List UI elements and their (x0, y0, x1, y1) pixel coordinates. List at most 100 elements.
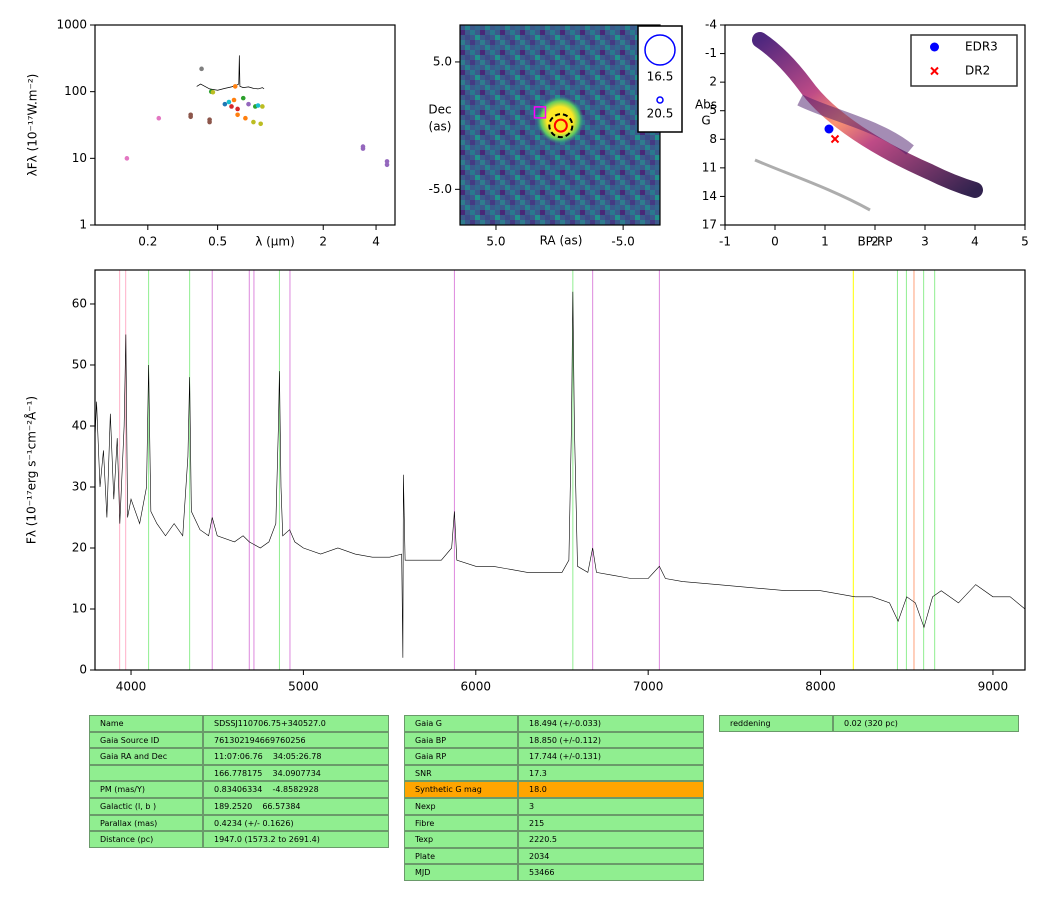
table-cell: Name (89, 715, 203, 732)
sed-point (222, 101, 228, 107)
sed-point (384, 162, 390, 168)
y-tick-label: -4 (705, 18, 717, 32)
legend-box (637, 25, 683, 133)
table-cell: 0.4234 (+/- 0.1626) (203, 814, 389, 832)
y-tick-label: 11 (702, 160, 717, 174)
table-row: Gaia RP 17.744 (+/-0.131) (404, 748, 704, 765)
x-tick-label: 4000 (116, 680, 147, 694)
legend-label: 16.5 (647, 70, 674, 84)
sed-point (384, 159, 390, 164)
sed-point (156, 115, 162, 121)
x-tick-label: 2 (871, 235, 879, 249)
legend-box (910, 34, 1018, 87)
plot-frame (94, 269, 1026, 671)
marker-square (533, 106, 547, 119)
table-cell: 1947.0 (1573.2 to 2691.4) (203, 831, 389, 848)
table-cell: 53466 (518, 864, 704, 881)
x-tick-label: -1 (719, 235, 731, 249)
x-tick-label: 7000 (633, 680, 664, 694)
marker-dashed-circle (548, 113, 574, 139)
sed-point (240, 95, 246, 101)
table-cell (89, 764, 203, 782)
y-tick-label: 17 (702, 218, 717, 232)
y-axis-label: Fλ (10⁻¹⁷erg s⁻¹cm⁻²Å⁻¹) (24, 396, 39, 544)
y-tick-label: 40 (72, 418, 87, 432)
table-cell: 18.494 (+/-0.033) (518, 715, 704, 732)
legend-label: EDR3 (965, 40, 998, 54)
legend-size-marker (656, 96, 664, 104)
table-cell: 17.744 (+/-0.131) (518, 748, 704, 765)
table-cell: 2220.5 (518, 831, 704, 848)
x-tick-label: 5000 (288, 680, 319, 694)
y-tick-label: 10 (72, 151, 87, 165)
table-row: Parallax (mas) 0.4234 (+/- 0.1626) (89, 814, 389, 832)
y-tick-label: 1 (79, 218, 87, 232)
sed-point (246, 101, 251, 107)
x-tick-label: 3 (921, 235, 929, 249)
table-row: Name SDSSJ110706.75+340527.0 (89, 715, 389, 732)
x-tick-label: 5 (1021, 235, 1029, 249)
table-row: Gaia Source ID 761302194669760256 (89, 731, 389, 749)
table-row: Gaia G 18.494 (+/-0.033) (404, 715, 704, 732)
y-tick-label: 1000 (56, 18, 87, 32)
table-cell: Gaia G (404, 715, 518, 732)
x-tick-label: 0 (771, 235, 779, 249)
legend-marker (930, 42, 939, 52)
info-table: Name SDSSJ110706.75+340527.0 Gaia Source I… (89, 715, 389, 848)
table-row: reddening 0.02 (320 pc) (719, 715, 1019, 732)
sed-point (226, 99, 232, 105)
y-tick-label: 5.0 (433, 54, 452, 68)
x-tick-label: 1 (821, 235, 829, 249)
table-cell: Plate (404, 847, 518, 865)
table-cell: SDSSJ110706.75+340527.0 (203, 715, 389, 732)
table-row: Nexp 3 (404, 797, 704, 815)
y-tick-label: 50 (72, 357, 87, 371)
y-axis-label: Abs (695, 98, 717, 112)
x-tick-label: 4 (372, 235, 380, 249)
table-cell: 0.83406334 -4.8582928 (203, 781, 389, 798)
table-cell: Galactic (l, b ) (89, 797, 203, 815)
table-row: Gaia RA and Dec 11:07:06.76 34:05:26.78 (89, 748, 389, 765)
x-tick-label: 5.0 (486, 235, 505, 249)
sed-point (251, 119, 256, 125)
table-row: Distance (pc) 1947.0 (1573.2 to 2691.4) (89, 831, 389, 848)
table-cell: 166.778175 34.0907734 (203, 764, 389, 782)
x-tick-label: 4 (971, 235, 979, 249)
sed-point (229, 104, 234, 109)
x-axis-label: RA (as) (540, 234, 583, 248)
sed-point (188, 114, 193, 120)
table-cell: 2034 (518, 847, 704, 865)
table-cell: 761302194669760256 (203, 731, 389, 749)
x-tick-label: 8000 (805, 680, 836, 694)
y-tick-label: 20 (72, 540, 87, 554)
y-tick-label: 60 (72, 296, 87, 310)
spectrum (94, 291, 1026, 658)
x-tick-label: 2 (319, 235, 327, 249)
data-point (824, 124, 834, 134)
sed-point (235, 106, 240, 112)
legend-label: DR2 (965, 64, 990, 78)
table-cell: Nexp (404, 797, 518, 815)
x-tick-label: -5.0 (611, 235, 634, 249)
table-cell: MJD (404, 864, 518, 881)
table-cell: Fibre (404, 814, 518, 832)
table-cell: Parallax (mas) (89, 814, 203, 832)
legend-label: 20.5 (647, 107, 674, 121)
legend-marker (930, 66, 939, 76)
marker-circle (553, 118, 568, 133)
table-row: PM (mas/Y) 0.83406334 -4.8582928 (89, 781, 389, 798)
table-row: Gaia BP 18.850 (+/-0.112) (404, 731, 704, 749)
table-cell: reddening (719, 715, 833, 732)
table-row: Plate 2034 (404, 847, 704, 865)
x-tick-label: 0.2 (138, 235, 157, 249)
table-cell: 3 (518, 797, 704, 815)
x-axis-label: λ (μm) (255, 235, 295, 249)
table-row: 166.778175 34.0907734 (89, 764, 389, 782)
y-tick-label: 2 (709, 75, 717, 89)
table-row: Galactic (l, b ) 189.2520 66.57384 (89, 797, 389, 815)
table-cell: PM (mas/Y) (89, 781, 203, 798)
x-axis-label: BP-RP (857, 235, 892, 249)
sed-point (243, 115, 248, 121)
table-cell: Texp (404, 831, 518, 848)
